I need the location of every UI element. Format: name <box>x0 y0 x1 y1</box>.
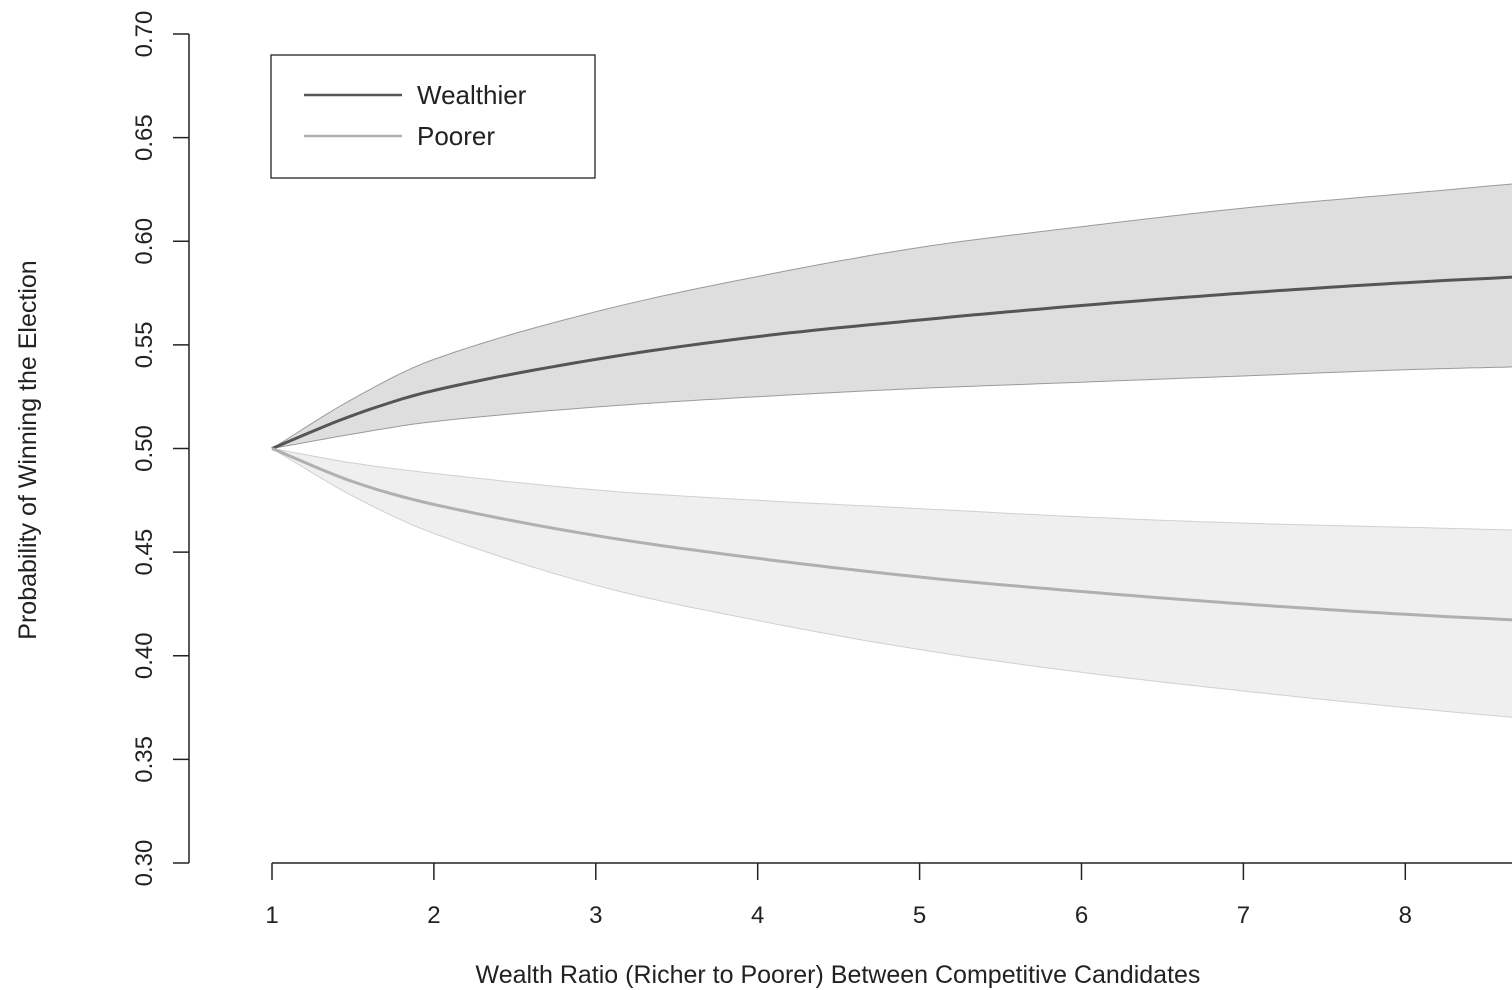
y-tick-label: 0.40 <box>131 632 158 679</box>
y-tick-label: 0.60 <box>131 218 158 265</box>
series-line-wealthier <box>271 275 1512 450</box>
y-tick-label: 0.55 <box>131 322 158 369</box>
confidence-bands <box>271 183 1512 718</box>
y-tick-label: 0.35 <box>131 736 158 783</box>
series-lines <box>271 275 1512 622</box>
x-tick-label: 3 <box>589 902 602 929</box>
x-tick-label: 6 <box>1075 902 1088 929</box>
legend-box <box>270 54 596 179</box>
x-tick-label: 1 <box>265 902 278 929</box>
legend: Wealthier Poorer <box>270 54 596 179</box>
y-tick-label: 0.65 <box>131 114 158 161</box>
x-tick-label: 4 <box>751 902 764 929</box>
x-tick-label: 8 <box>1399 902 1412 929</box>
y-tick-label: 0.30 <box>131 840 158 887</box>
y-axis-title: Probability of Winning the Election <box>14 260 42 639</box>
x-tick-label: 2 <box>427 902 440 929</box>
legend-label-poorer: Poorer <box>417 121 495 151</box>
series-line-poorer <box>271 447 1512 622</box>
y-tick-label: 0.45 <box>131 529 158 576</box>
x-tick-label: 5 <box>913 902 926 929</box>
y-axis: 0.30 0.35 0.40 0.45 0.50 0.55 0.60 0.65 0.70 <box>131 11 190 887</box>
x-axis: 1 2 3 4 5 6 7 8 <box>265 862 1512 929</box>
x-tick-label: 7 <box>1237 902 1250 929</box>
confidence-band-wealthier <box>271 183 1512 449</box>
y-tick-label: 0.50 <box>131 425 158 472</box>
legend-label-wealthier: Wealthier <box>417 80 527 110</box>
confidence-band-poorer <box>271 448 1512 718</box>
y-tick-label: 0.70 <box>131 11 158 58</box>
x-axis-title: Wealth Ratio (Richer to Poorer) Between … <box>476 961 1201 989</box>
